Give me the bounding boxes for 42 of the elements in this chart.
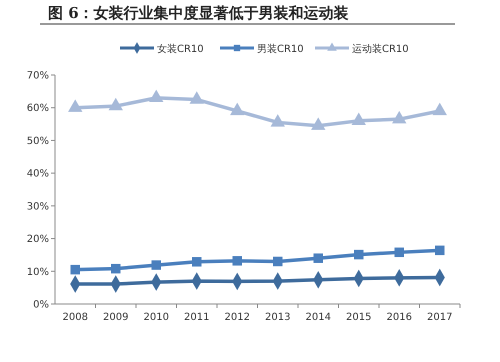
point bbox=[68, 99, 82, 112]
point bbox=[273, 256, 282, 266]
point bbox=[152, 260, 161, 270]
point bbox=[311, 117, 326, 130]
x-tick-label: 2015 bbox=[346, 312, 372, 323]
y-tick-label: 0% bbox=[33, 300, 49, 310]
x-tick-label: 2012 bbox=[224, 312, 250, 323]
y-tick-label: 60% bbox=[26, 103, 49, 114]
x-tick-label: 2010 bbox=[144, 312, 169, 323]
y-tick-label: 20% bbox=[26, 234, 49, 246]
legend-label: 运动装CR10 bbox=[352, 43, 409, 55]
chart-title: 图 6：女装行业集中度显著低于男装和运动装 bbox=[48, 4, 349, 22]
x-tick-label: 2013 bbox=[265, 312, 290, 323]
point bbox=[70, 264, 80, 274]
point bbox=[394, 248, 404, 258]
y-tick-label: 70% bbox=[26, 70, 49, 82]
point bbox=[354, 250, 364, 260]
x-tick-label: 2016 bbox=[386, 312, 412, 323]
legend-label: 女装CR10 bbox=[157, 43, 204, 55]
point bbox=[432, 102, 447, 116]
point bbox=[190, 91, 204, 104]
x-tick-label: 2009 bbox=[103, 312, 128, 323]
x-tick-label: 2017 bbox=[427, 312, 452, 323]
y-tick-label: 30% bbox=[26, 201, 49, 212]
point bbox=[108, 98, 123, 110]
point bbox=[149, 90, 164, 102]
x-tick-label: 2011 bbox=[184, 312, 210, 323]
y-tick-label: 40% bbox=[26, 168, 49, 180]
point bbox=[352, 112, 366, 125]
point bbox=[111, 264, 120, 274]
point bbox=[230, 102, 244, 116]
point bbox=[232, 256, 242, 266]
point bbox=[435, 246, 444, 256]
point bbox=[192, 257, 202, 267]
x-tick-label: 2008 bbox=[62, 312, 88, 323]
legend-label: 男装CR10 bbox=[257, 43, 304, 55]
x-tick-label: 2014 bbox=[306, 312, 331, 323]
y-tick-label: 10% bbox=[26, 266, 49, 278]
point bbox=[314, 253, 323, 263]
point bbox=[392, 110, 406, 124]
point bbox=[270, 114, 285, 127]
y-tick-label: 50% bbox=[26, 136, 49, 147]
